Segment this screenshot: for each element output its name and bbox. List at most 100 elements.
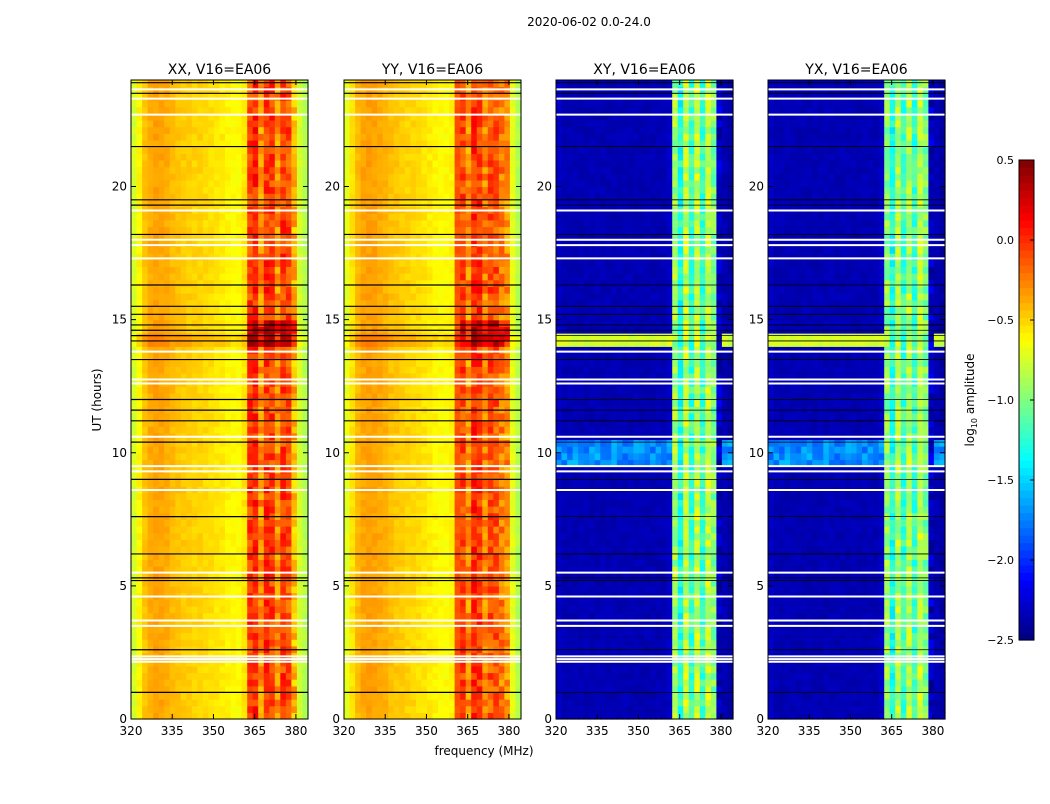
- heatmap-cell: [355, 499, 361, 506]
- heatmap-cell: [231, 526, 237, 533]
- heatmap-cell: [131, 626, 137, 633]
- heatmap-cell: [275, 220, 281, 227]
- heatmap-cell: [269, 439, 275, 446]
- heatmap-cell: [258, 360, 264, 367]
- heatmap-cell: [231, 559, 237, 566]
- heatmap-cell: [225, 613, 231, 620]
- heatmap-cell: [247, 187, 253, 194]
- heatmap-cell: [455, 573, 461, 580]
- heatmap-cell: [186, 220, 192, 227]
- heatmap-cell: [197, 573, 203, 580]
- heatmap-cell: [361, 586, 367, 593]
- heatmap-cell: [236, 266, 242, 273]
- heatmap-cell: [499, 586, 505, 593]
- heatmap-cell: [444, 446, 450, 453]
- heatmap-cell: [482, 533, 488, 540]
- heatmap-cell: [405, 439, 411, 446]
- heatmap-cell: [344, 599, 350, 606]
- heatmap-cell: [383, 613, 389, 620]
- heatmap-cell: [137, 293, 143, 300]
- heatmap-cell: [236, 107, 242, 114]
- heatmap-cell: [137, 446, 143, 453]
- heatmap-cell: [477, 706, 483, 713]
- heatmap-cell: [510, 692, 516, 699]
- heatmap-cell: [137, 100, 143, 107]
- heatmap-cell: [280, 273, 286, 280]
- heatmap-cell: [405, 413, 411, 420]
- heatmap-cell: [449, 586, 455, 593]
- heatmap-cell: [394, 706, 400, 713]
- heatmap-cell: [344, 559, 350, 566]
- heatmap-cell: [264, 400, 270, 407]
- heatmap-cell: [258, 226, 264, 233]
- heatmap-cell: [175, 546, 181, 553]
- heatmap-cell: [471, 400, 477, 407]
- heatmap-cell: [482, 526, 488, 533]
- heatmap-cell: [181, 80, 187, 87]
- heatmap-cell: [142, 320, 148, 327]
- heatmap-cell: [258, 173, 264, 180]
- heatmap-cell: [366, 692, 372, 699]
- heatmap-cell: [253, 80, 259, 87]
- heatmap-cell: [269, 220, 275, 227]
- heatmap-cell: [504, 546, 510, 553]
- heatmap-cell: [242, 446, 248, 453]
- heatmap-cell: [399, 439, 405, 446]
- heatmap-cell: [444, 519, 450, 526]
- heatmap-cell: [280, 539, 286, 546]
- heatmap-cell: [208, 599, 214, 606]
- heatmap-cell: [186, 320, 192, 327]
- heatmap-cell: [361, 639, 367, 646]
- heatmap-cell: [231, 413, 237, 420]
- heatmap-cell: [208, 706, 214, 713]
- heatmap-cell: [444, 559, 450, 566]
- heatmap-cell: [253, 213, 259, 220]
- heatmap-cell: [477, 426, 483, 433]
- heatmap-cell: [181, 266, 187, 273]
- heatmap-cell: [297, 133, 303, 140]
- heatmap-cell: [164, 533, 170, 540]
- heatmap-cell: [286, 80, 292, 87]
- heatmap-cell: [291, 546, 297, 553]
- heatmap-cell: [286, 293, 292, 300]
- heatmap-cell: [499, 546, 505, 553]
- heatmap-cell: [131, 573, 137, 580]
- heatmap-cell: [258, 333, 264, 340]
- heatmap-cell: [192, 133, 198, 140]
- heatmap-cell: [181, 633, 187, 640]
- heatmap-cell: [416, 573, 422, 580]
- heatmap-cell: [510, 446, 516, 453]
- heatmap-cell: [197, 479, 203, 486]
- heatmap-cell: [175, 167, 181, 174]
- heatmap-cell: [280, 293, 286, 300]
- heatmap-cell: [159, 606, 165, 613]
- heatmap-cell: [504, 586, 510, 593]
- heatmap-cell: [444, 573, 450, 580]
- heatmap-cell: [192, 526, 198, 533]
- heatmap-cell: [153, 320, 159, 327]
- heatmap-cell: [253, 606, 259, 613]
- heatmap-cell: [258, 599, 264, 606]
- heatmap-cell: [466, 413, 472, 420]
- heatmap-cell: [231, 167, 237, 174]
- heatmap-cell: [170, 413, 176, 420]
- heatmap-cell: [159, 286, 165, 293]
- heatmap-cell: [131, 306, 137, 313]
- heatmap-cell: [438, 526, 444, 533]
- heatmap-cell: [499, 446, 505, 453]
- heatmap-cell: [131, 479, 137, 486]
- heatmap-cell: [142, 306, 148, 313]
- heatmap-cell: [355, 633, 361, 640]
- heatmap-cell: [175, 280, 181, 287]
- heatmap-cell: [499, 453, 505, 460]
- heatmap-cell: [148, 200, 154, 207]
- heatmap-cell: [510, 539, 516, 546]
- heatmap-cell: [225, 506, 231, 513]
- heatmap-cell: [410, 446, 416, 453]
- heatmap-cell: [214, 453, 220, 460]
- heatmap-cell: [504, 479, 510, 486]
- heatmap-cell: [297, 546, 303, 553]
- heatmap-cell: [192, 213, 198, 220]
- heatmap-cell: [220, 167, 226, 174]
